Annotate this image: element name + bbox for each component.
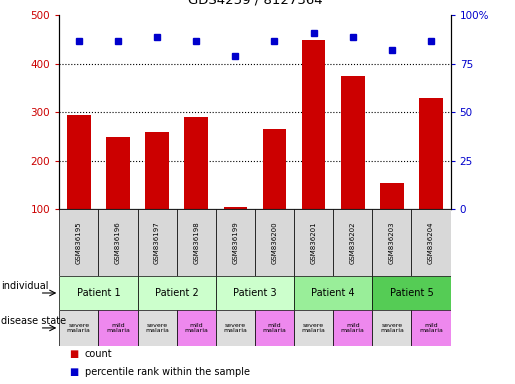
Bar <box>138 276 216 310</box>
Bar <box>216 209 255 276</box>
Text: severe
malaria: severe malaria <box>224 323 247 333</box>
Text: GSM836195: GSM836195 <box>76 221 82 264</box>
Text: GSM836201: GSM836201 <box>311 221 317 264</box>
Bar <box>216 310 255 346</box>
Text: GSM836203: GSM836203 <box>389 221 395 264</box>
Text: ■: ■ <box>70 367 79 377</box>
Bar <box>106 137 130 209</box>
Text: severe
malaria: severe malaria <box>67 323 91 333</box>
Bar <box>145 132 169 209</box>
Bar <box>411 310 451 346</box>
Text: GSM836200: GSM836200 <box>271 221 278 264</box>
Text: percentile rank within the sample: percentile rank within the sample <box>85 367 250 377</box>
Bar <box>294 310 333 346</box>
Bar <box>184 117 208 209</box>
Bar <box>302 40 325 209</box>
Text: Patient 1: Patient 1 <box>77 288 120 298</box>
Text: Patient 5: Patient 5 <box>390 288 433 298</box>
Text: count: count <box>85 349 113 359</box>
Text: severe
malaria: severe malaria <box>380 323 404 333</box>
Text: GSM836199: GSM836199 <box>232 221 238 264</box>
Bar <box>216 276 294 310</box>
Bar <box>255 310 294 346</box>
Text: Patient 3: Patient 3 <box>233 288 277 298</box>
Text: mild
malaria: mild malaria <box>419 323 443 333</box>
Text: severe
malaria: severe malaria <box>145 323 169 333</box>
Bar <box>411 209 451 276</box>
Bar <box>138 209 177 276</box>
Bar <box>419 98 443 209</box>
Bar <box>177 209 216 276</box>
Text: GSM836196: GSM836196 <box>115 221 121 264</box>
Text: disease state: disease state <box>1 316 66 326</box>
Bar <box>341 76 365 209</box>
Bar <box>333 209 372 276</box>
Bar <box>372 310 411 346</box>
Text: mild
malaria: mild malaria <box>263 323 286 333</box>
Bar <box>59 209 98 276</box>
Text: mild
malaria: mild malaria <box>341 323 365 333</box>
Bar <box>67 115 91 209</box>
Bar <box>380 183 404 209</box>
Bar <box>59 310 98 346</box>
Bar <box>263 129 286 209</box>
Bar <box>98 209 138 276</box>
Text: mild
malaria: mild malaria <box>184 323 208 333</box>
Bar <box>294 209 333 276</box>
Bar <box>255 209 294 276</box>
Text: GSM836197: GSM836197 <box>154 221 160 264</box>
Text: GSM836204: GSM836204 <box>428 221 434 264</box>
Text: GSM836198: GSM836198 <box>193 221 199 264</box>
Bar <box>138 310 177 346</box>
Bar <box>98 310 138 346</box>
Text: ■: ■ <box>70 349 79 359</box>
Text: GDS4259 / 8127364: GDS4259 / 8127364 <box>187 0 322 7</box>
Bar <box>294 276 372 310</box>
Text: Patient 2: Patient 2 <box>155 288 198 298</box>
Text: severe
malaria: severe malaria <box>302 323 325 333</box>
Bar <box>372 209 411 276</box>
Bar <box>372 276 451 310</box>
Bar <box>333 310 372 346</box>
Text: mild
malaria: mild malaria <box>106 323 130 333</box>
Text: individual: individual <box>1 281 48 291</box>
Bar <box>177 310 216 346</box>
Bar <box>59 276 138 310</box>
Text: GSM836202: GSM836202 <box>350 221 356 264</box>
Bar <box>224 207 247 209</box>
Text: Patient 4: Patient 4 <box>312 288 355 298</box>
